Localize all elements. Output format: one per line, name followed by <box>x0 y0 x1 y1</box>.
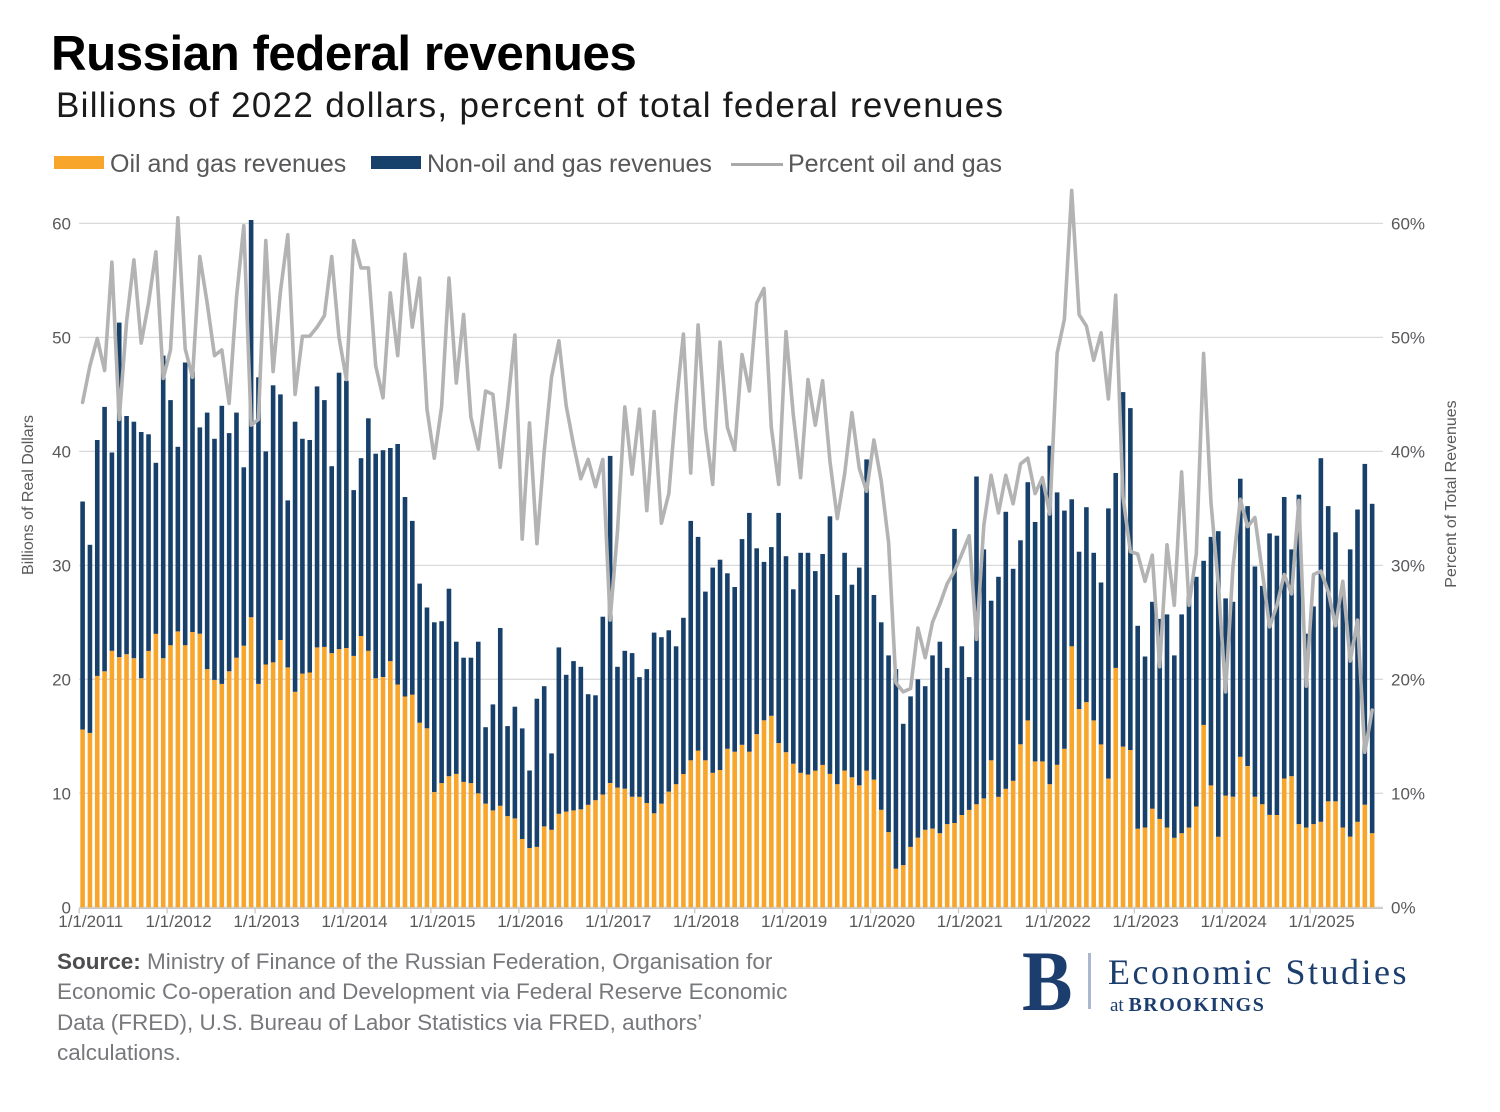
svg-text:10%: 10% <box>1391 784 1425 803</box>
svg-text:1/1/2016: 1/1/2016 <box>497 912 563 931</box>
svg-text:Billions of Real Dollars: Billions of Real Dollars <box>20 415 37 575</box>
svg-text:1/1/2024: 1/1/2024 <box>1201 912 1267 931</box>
svg-text:60%: 60% <box>1391 214 1425 233</box>
svg-text:40: 40 <box>52 442 71 461</box>
svg-text:1/1/2022: 1/1/2022 <box>1025 912 1091 931</box>
svg-text:20%: 20% <box>1391 670 1425 689</box>
svg-text:10: 10 <box>52 784 71 803</box>
svg-text:Percent of Total Revenues: Percent of Total Revenues <box>1443 400 1460 587</box>
svg-text:1/1/2012: 1/1/2012 <box>146 912 212 931</box>
svg-text:30%: 30% <box>1391 556 1425 575</box>
svg-text:1/1/2025: 1/1/2025 <box>1289 912 1355 931</box>
svg-text:0%: 0% <box>1391 898 1416 917</box>
svg-text:1/1/2018: 1/1/2018 <box>673 912 739 931</box>
svg-text:1/1/2015: 1/1/2015 <box>409 912 475 931</box>
svg-text:1/1/2019: 1/1/2019 <box>761 912 827 931</box>
svg-text:1/1/2023: 1/1/2023 <box>1113 912 1179 931</box>
svg-text:60: 60 <box>52 214 71 233</box>
svg-text:50: 50 <box>52 328 71 347</box>
svg-text:30: 30 <box>52 556 71 575</box>
svg-text:1/1/2011: 1/1/2011 <box>58 912 123 931</box>
svg-text:1/1/2014: 1/1/2014 <box>321 912 387 931</box>
svg-text:1/1/2020: 1/1/2020 <box>849 912 915 931</box>
svg-text:40%: 40% <box>1391 442 1425 461</box>
svg-text:1/1/2017: 1/1/2017 <box>585 912 651 931</box>
svg-text:1/1/2021: 1/1/2021 <box>937 912 1003 931</box>
svg-text:20: 20 <box>52 670 71 689</box>
svg-text:1/1/2013: 1/1/2013 <box>233 912 299 931</box>
svg-text:50%: 50% <box>1391 328 1425 347</box>
svg-text:0: 0 <box>62 898 71 917</box>
